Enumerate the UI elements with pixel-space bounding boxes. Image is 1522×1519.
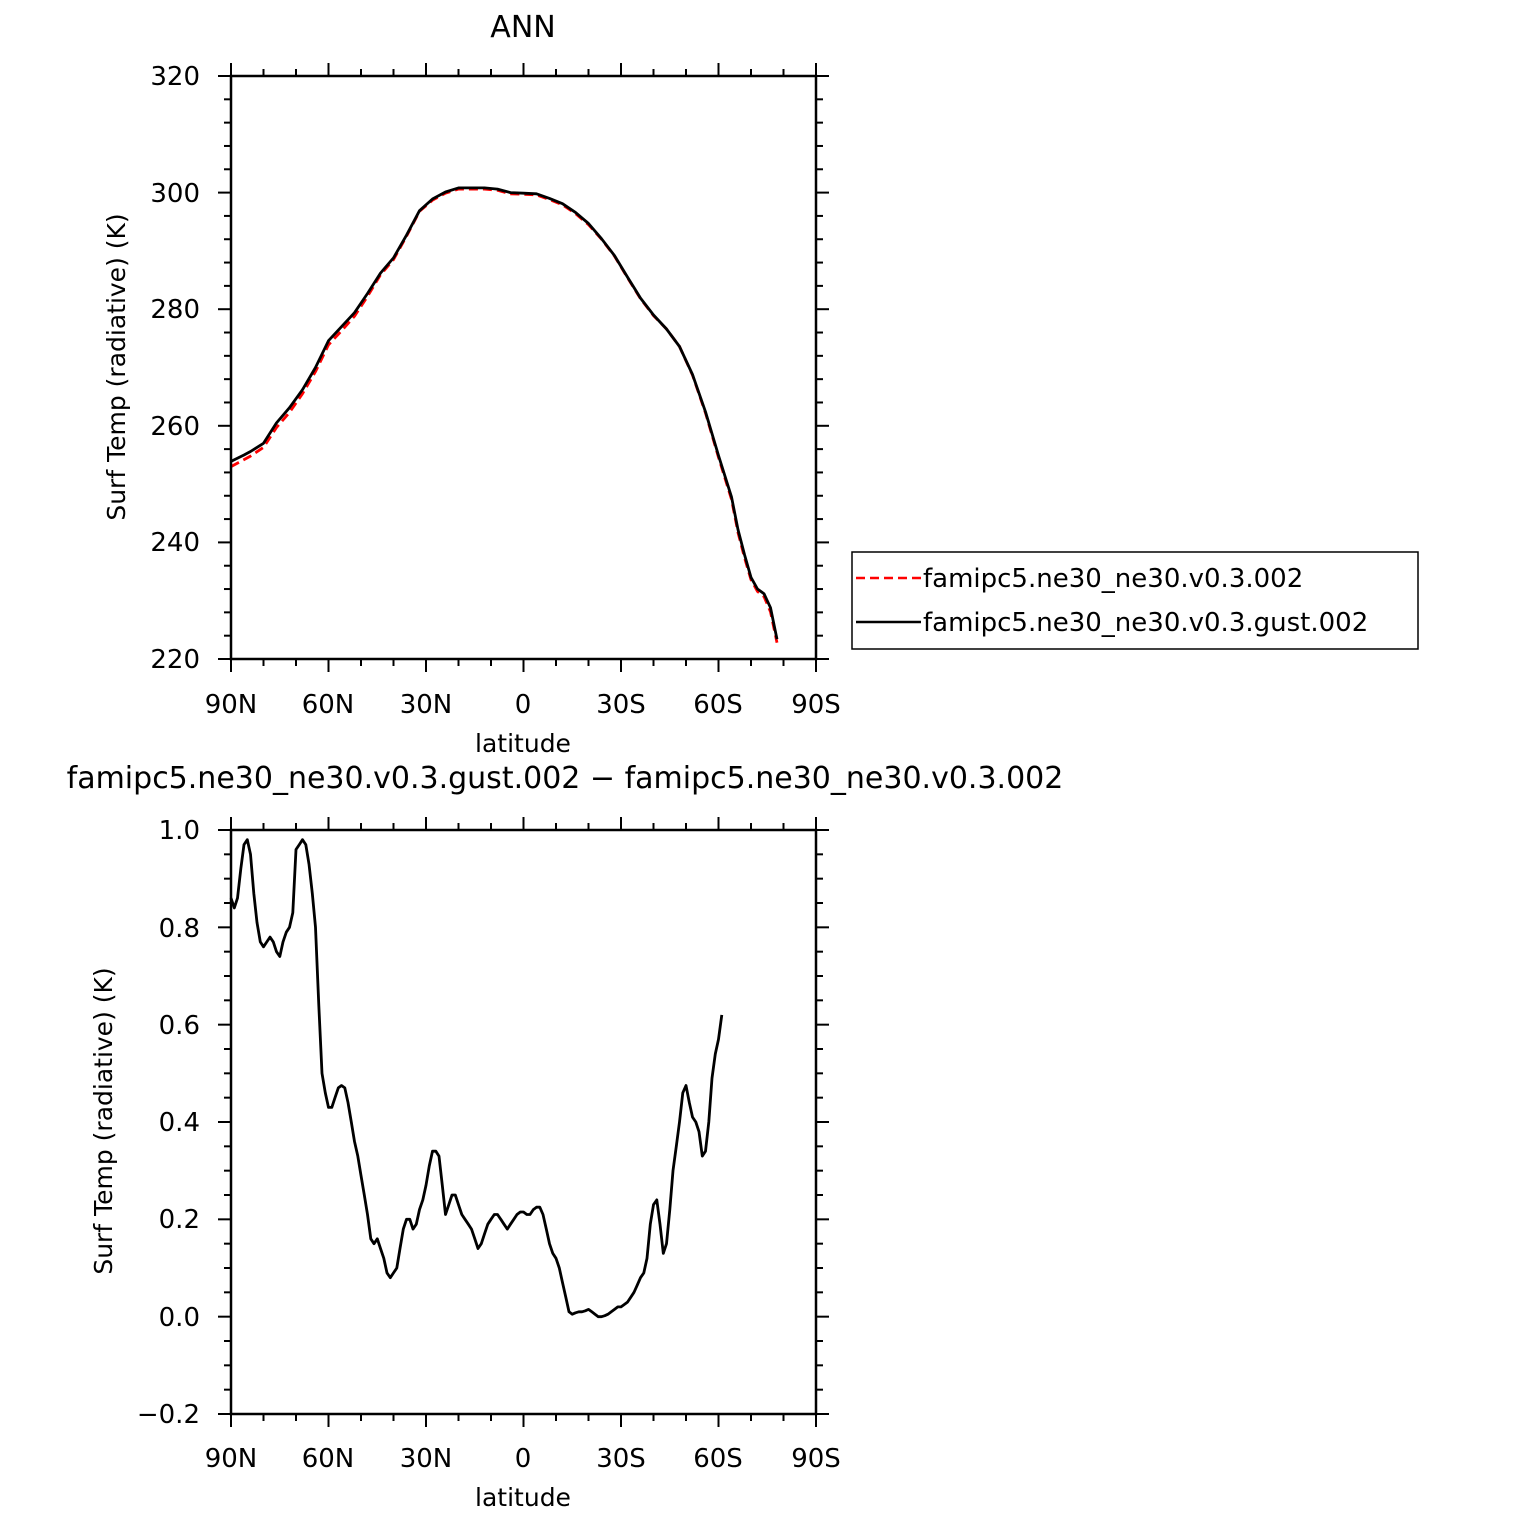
bottom-x-tick-label: 90S	[791, 1444, 841, 1474]
bottom-y-tick-label: 1.0	[159, 816, 200, 846]
top-plot-frame	[229, 74, 818, 661]
top-y-tick-label: 300	[150, 179, 200, 209]
top-y-tick-label: 320	[150, 62, 200, 92]
legend-label-control: famipc5.ne30_ne30.v0.3.002	[923, 564, 1303, 594]
bottom-x-tick-label: 60S	[693, 1444, 743, 1474]
top-panel: ANN 220 240 260 280 300 320 90N 60N 30N …	[102, 10, 1419, 758]
bottom-x-axis-label: latitude	[475, 1483, 571, 1512]
bottom-y-tick-label: −0.2	[137, 1400, 200, 1430]
top-series-line-0	[230, 187, 779, 643]
top-x-tick-label: 60S	[693, 690, 743, 720]
bottom-x-tick-label: 30N	[400, 1444, 453, 1474]
bottom-series-lines	[229, 838, 724, 1319]
top-x-tick-label: 90S	[791, 690, 841, 720]
bottom-panel: famipc5.ne30_ne30.v0.3.gust.002 − famipc…	[67, 761, 1064, 1512]
top-y-tick-label: 260	[150, 412, 200, 442]
bottom-plot-frame	[229, 828, 818, 1416]
top-series-line-1	[230, 186, 779, 640]
top-x-tick-label: 30S	[596, 690, 646, 720]
top-x-tick-label: 60N	[302, 690, 355, 720]
top-x-tick-label: 90N	[205, 690, 258, 720]
bottom-x-tick-labels: 90N 60N 30N 0 30S 60S 90S	[205, 1444, 841, 1474]
bottom-x-tick-label: 90N	[205, 1444, 258, 1474]
legend: famipc5.ne30_ne30.v0.3.002 famipc5.ne30_…	[851, 551, 1419, 650]
top-x-tick-label: 0	[515, 690, 532, 720]
bottom-y-axis-label: Surf Temp (radiative) (K)	[89, 967, 118, 1274]
bottom-y-tick-label: 0.8	[159, 914, 200, 944]
bottom-axis-ticks	[218, 817, 829, 1427]
top-x-tick-labels: 90N 60N 30N 0 30S 60S 90S	[205, 690, 841, 720]
top-x-axis-label: latitude	[475, 729, 571, 758]
bottom-y-tick-label: 0.0	[159, 1303, 200, 1333]
top-series-lines	[230, 186, 779, 643]
legend-label-gust: famipc5.ne30_ne30.v0.3.gust.002	[923, 608, 1368, 638]
bottom-x-tick-label: 30S	[596, 1444, 646, 1474]
bottom-chart-title: famipc5.ne30_ne30.v0.3.gust.002 − famipc…	[67, 761, 1064, 796]
top-y-tick-label: 220	[150, 645, 200, 675]
bottom-y-tick-label: 0.2	[159, 1205, 200, 1235]
bottom-x-tick-label: 60N	[302, 1444, 355, 1474]
bottom-y-tick-labels: −0.2 0.0 0.2 0.4 0.6 0.8 1.0	[137, 816, 200, 1430]
top-y-tick-label: 280	[150, 295, 200, 325]
legend-box	[851, 551, 1419, 650]
bottom-y-tick-label: 0.4	[159, 1108, 200, 1138]
top-x-tick-label: 30N	[400, 690, 453, 720]
top-y-axis-label: Surf Temp (radiative) (K)	[102, 213, 131, 520]
bottom-x-tick-label: 0	[515, 1444, 532, 1474]
top-y-tick-label: 240	[150, 528, 200, 558]
top-y-tick-labels: 220 240 260 280 300 320	[150, 62, 200, 675]
bottom-series-line-0	[229, 838, 724, 1319]
top-axis-ticks	[218, 63, 829, 672]
bottom-y-tick-label: 0.6	[159, 1011, 200, 1041]
top-chart-title: ANN	[490, 10, 555, 45]
